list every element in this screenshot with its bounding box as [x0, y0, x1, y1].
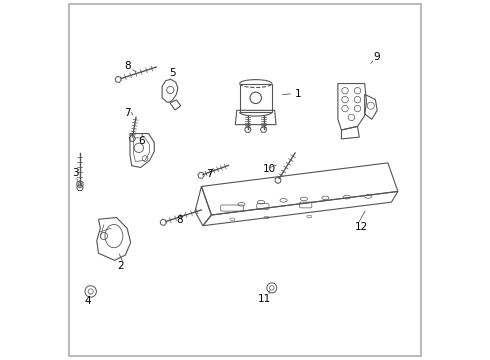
Text: 6: 6: [138, 136, 145, 147]
Text: 9: 9: [374, 52, 380, 62]
Text: 12: 12: [355, 222, 368, 232]
Text: 8: 8: [124, 61, 130, 71]
Text: 7: 7: [206, 168, 213, 179]
Text: 5: 5: [170, 68, 176, 78]
Bar: [240, 84, 272, 112]
Text: 1: 1: [294, 89, 301, 99]
Text: 8: 8: [177, 215, 183, 225]
Text: 11: 11: [258, 294, 271, 303]
Text: 3: 3: [72, 168, 78, 178]
Text: 4: 4: [84, 296, 91, 306]
Text: 7: 7: [124, 108, 131, 118]
Text: 10: 10: [263, 163, 276, 174]
Text: 2: 2: [118, 261, 124, 271]
